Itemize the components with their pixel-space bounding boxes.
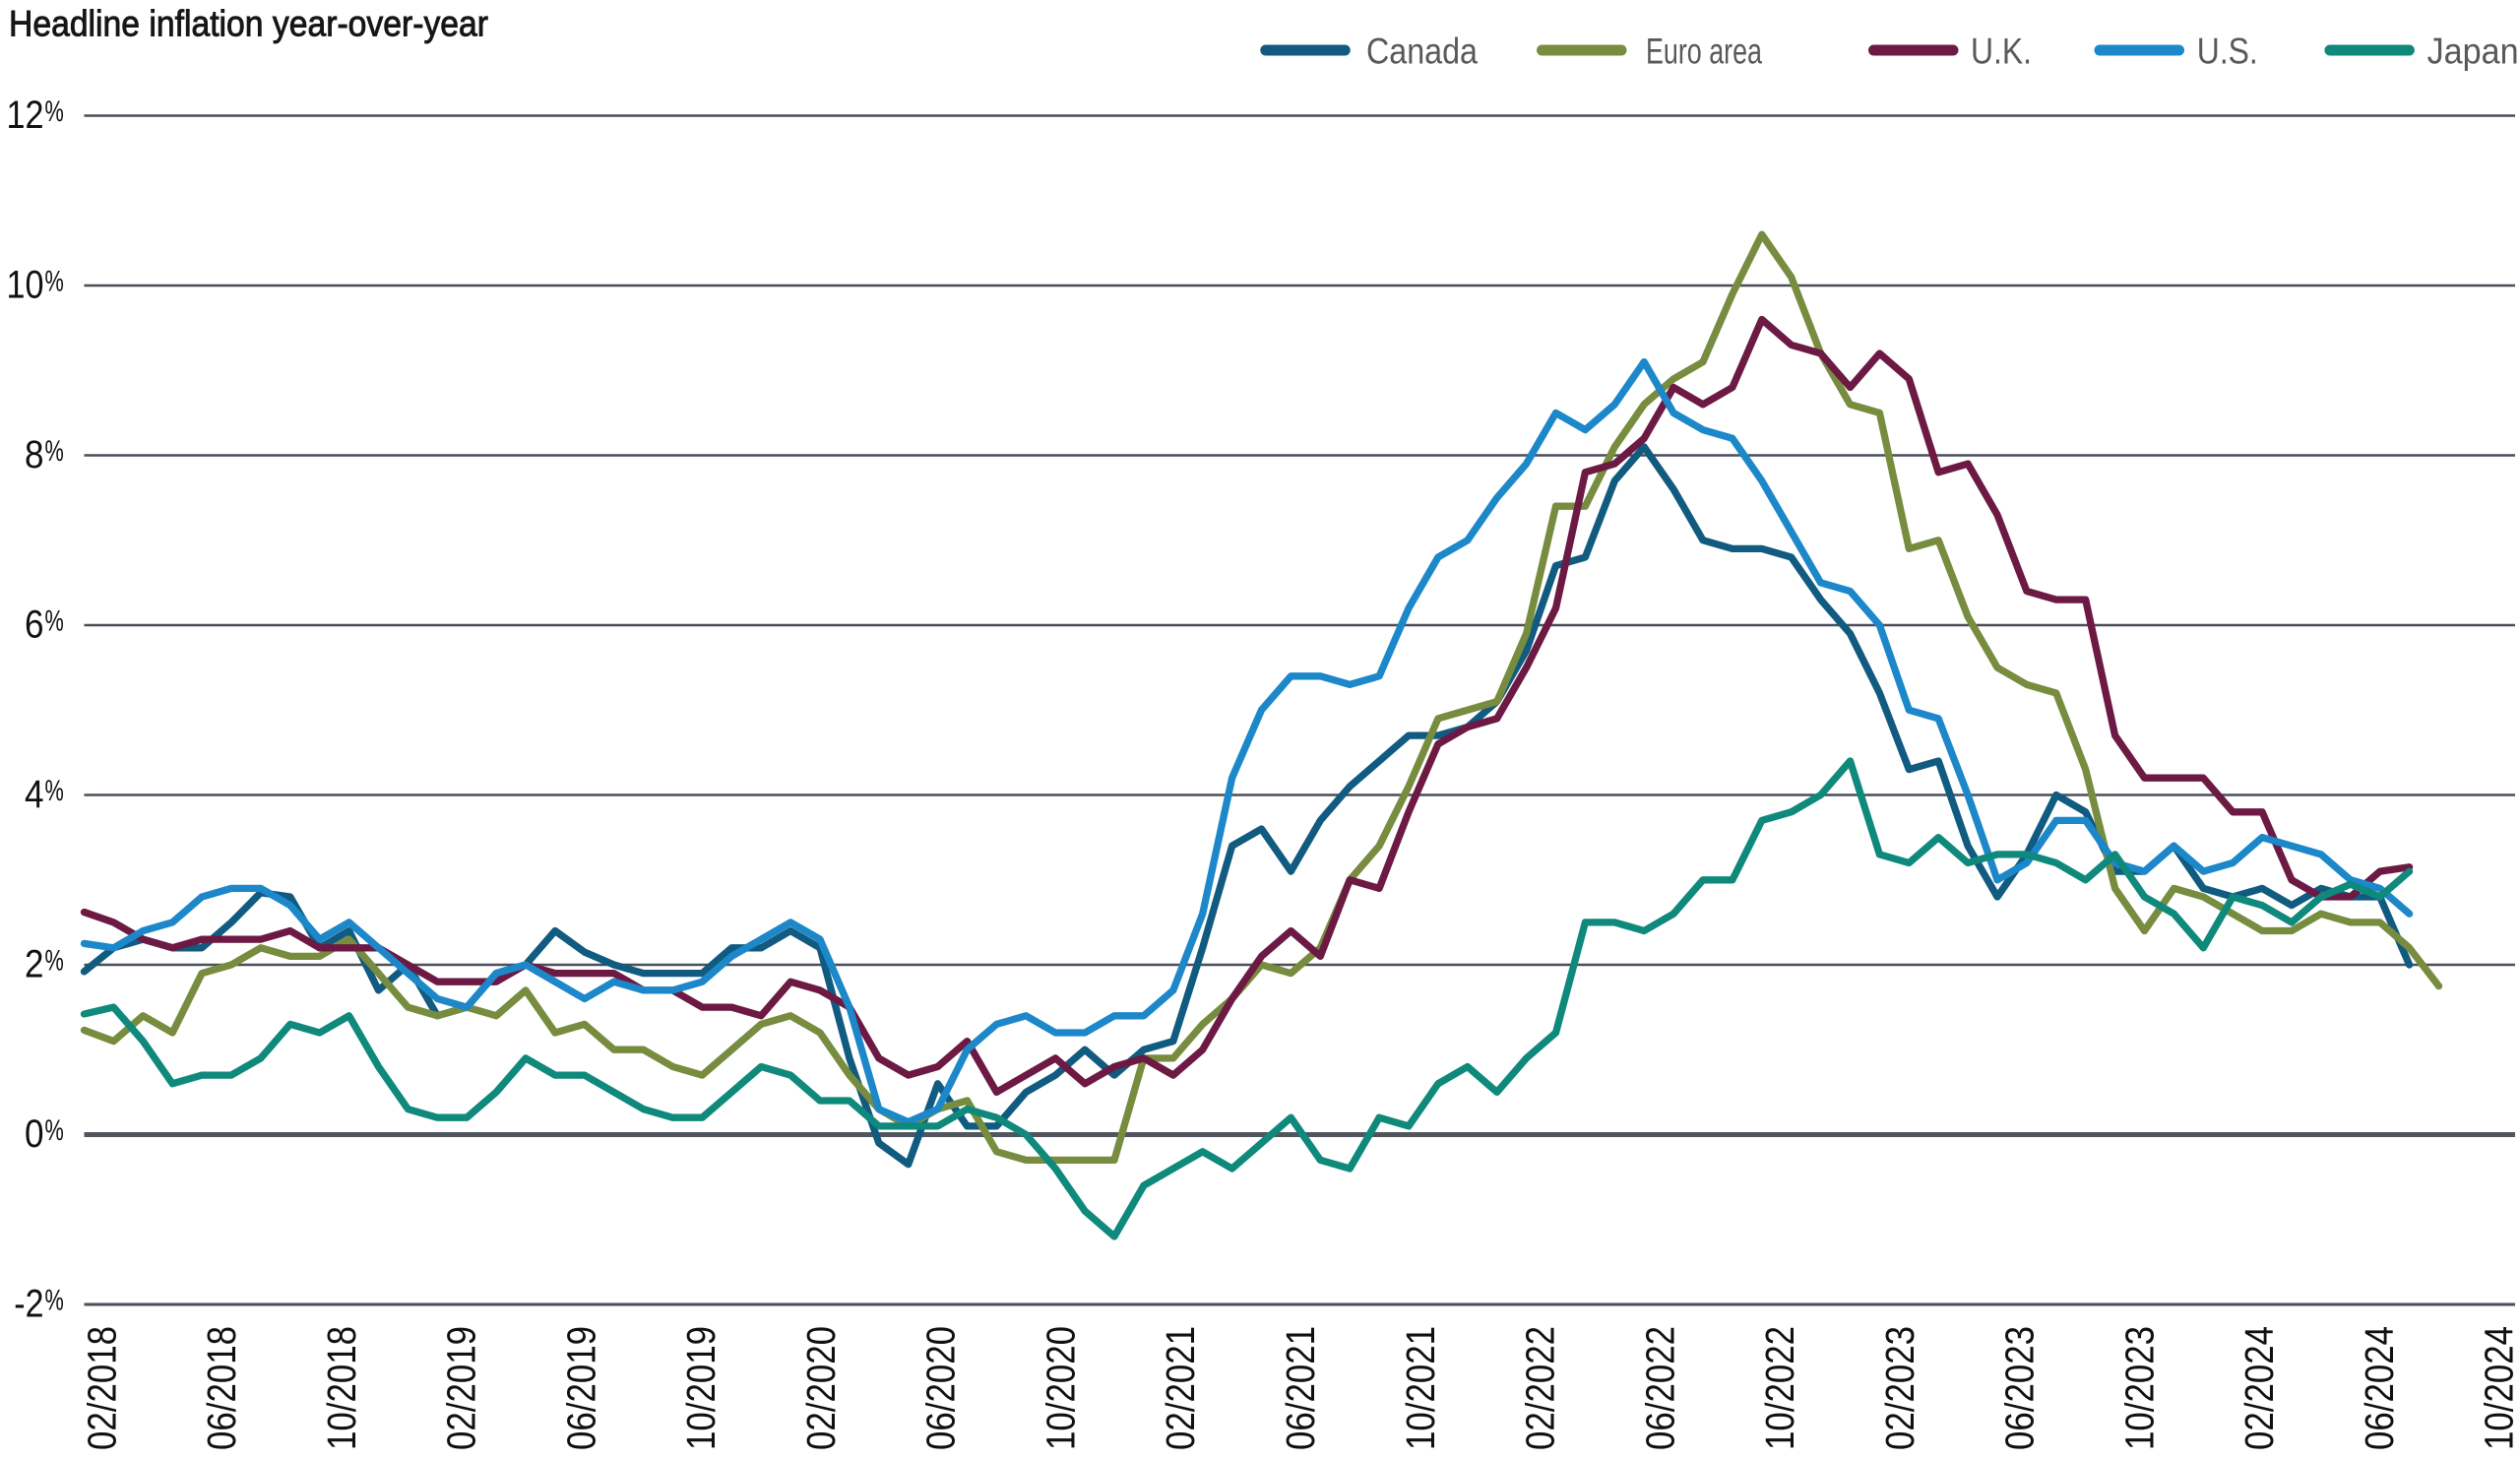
svg-text:%: % [45,1114,64,1147]
svg-text:-2: -2 [14,1283,43,1326]
svg-text:02/2021: 02/2021 [1158,1326,1203,1450]
svg-text:10/2022: 10/2022 [1757,1326,1802,1450]
svg-text:06/2020: 06/2020 [918,1326,964,1450]
svg-text:06/2023: 06/2023 [1997,1326,2043,1450]
svg-text:06/2019: 06/2019 [558,1326,603,1450]
svg-text:4: 4 [25,773,44,816]
svg-text:%: % [45,605,64,638]
svg-text:10/2021: 10/2021 [1398,1326,1443,1450]
svg-text:02/2020: 02/2020 [798,1326,844,1450]
svg-text:%: % [45,95,64,128]
svg-text:Canada: Canada [1366,32,1478,72]
svg-text:10/2019: 10/2019 [678,1326,724,1450]
svg-text:02/2023: 02/2023 [1877,1326,1922,1450]
svg-text:10/2023: 10/2023 [2116,1326,2162,1450]
svg-text:02/2019: 02/2019 [439,1326,484,1450]
svg-text:10: 10 [7,264,44,307]
svg-text:12: 12 [7,94,44,137]
svg-text:10/2020: 10/2020 [1039,1326,1084,1450]
svg-text:%: % [45,945,64,978]
svg-text:2: 2 [25,943,44,986]
svg-text:0: 0 [25,1112,44,1156]
svg-text:U.S.: U.S. [2197,32,2258,72]
svg-text:%: % [45,1285,64,1317]
svg-text:06/2024: 06/2024 [2357,1326,2402,1450]
svg-text:02/2022: 02/2022 [1518,1326,1563,1450]
svg-text:U.K.: U.K. [1971,32,2032,72]
svg-text:%: % [45,435,64,468]
svg-text:02/2024: 02/2024 [2236,1326,2282,1450]
svg-text:%: % [45,775,64,807]
svg-text:Headline inflation year-over-y: Headline inflation year-over-year [9,4,488,44]
svg-text:%: % [45,266,64,298]
svg-text:Euro area: Euro area [1646,32,1762,72]
svg-text:10/2024: 10/2024 [2477,1326,2520,1450]
svg-text:8: 8 [25,433,44,476]
svg-text:6: 6 [25,603,44,647]
svg-text:06/2018: 06/2018 [199,1326,244,1450]
svg-text:02/2018: 02/2018 [79,1326,124,1450]
svg-text:06/2021: 06/2021 [1278,1326,1323,1450]
svg-text:Japan: Japan [2427,32,2519,72]
svg-text:10/2018: 10/2018 [319,1326,364,1450]
svg-text:06/2022: 06/2022 [1637,1326,1682,1450]
